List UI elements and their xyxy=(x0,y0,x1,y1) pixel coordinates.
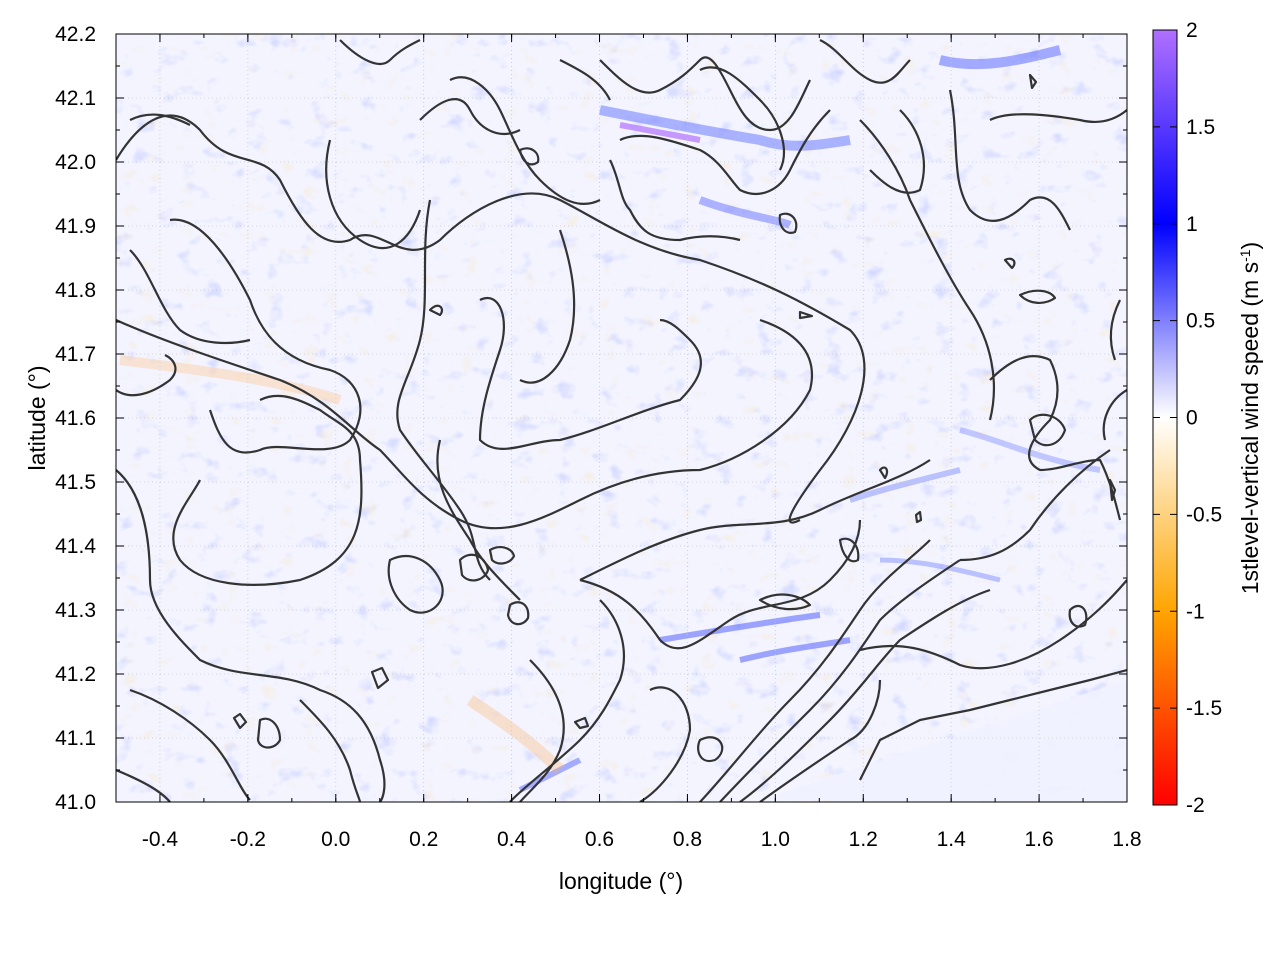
wind-field xyxy=(116,34,1127,802)
x-axis: -0.4 -0.2 0.0 0.2 0.4 0.6 0.8 1.0 1.2 1.4 1.6 1.8 xyxy=(115,34,1142,851)
y-tick-label: 41.2 xyxy=(55,663,96,686)
colorbar-tick-label: 0 xyxy=(1186,407,1198,430)
x-tick-label: 0.0 xyxy=(321,828,350,851)
y-tick-label: 41.6 xyxy=(55,407,96,430)
y-axis: 41.0 41.1 41.2 41.3 41.4 41.5 41.6 41.7 41.8 41.9… xyxy=(55,23,1127,814)
colorbar-tick-label: -0.5 xyxy=(1186,503,1222,526)
colorbar-tick-label: -1.5 xyxy=(1186,697,1222,720)
y-tick-label: 42.0 xyxy=(55,151,96,174)
colorbar: 2 1.5 1 0.5 0 -0.5 -1 -1.5 -2 1stlevel-vertical … xyxy=(1152,19,1263,817)
colorbar-tick-label: 1 xyxy=(1186,213,1198,236)
x-tick-label: -0.2 xyxy=(230,828,266,851)
x-tick-label: 1.2 xyxy=(849,828,878,851)
y-tick-label: 41.0 xyxy=(55,791,96,814)
terrain-contours xyxy=(116,39,1127,802)
colorbar-title: 1stlevel-vertical wind speed (m s-1) xyxy=(1237,242,1263,594)
x-tick-label: 0.2 xyxy=(409,828,438,851)
x-tick-label: 1.0 xyxy=(761,828,790,851)
y-tick-label: 41.1 xyxy=(55,727,96,750)
x-axis-title: longitude (°) xyxy=(559,868,683,894)
x-tick-label: -0.4 xyxy=(142,828,179,851)
x-tick-label: 1.4 xyxy=(937,828,967,851)
y-tick-label: 41.9 xyxy=(55,215,96,238)
colorbar-tick-label: -2 xyxy=(1186,794,1205,817)
x-tick-label: 1.6 xyxy=(1024,828,1053,851)
colorbar-tick-label: -1 xyxy=(1186,600,1205,623)
colorbar-tick-label: 2 xyxy=(1186,19,1198,42)
colorbar-tick-label: 1.5 xyxy=(1186,116,1215,139)
y-tick-label: 41.4 xyxy=(55,535,96,558)
x-tick-label: 0.8 xyxy=(673,828,702,851)
y-tick-label: 42.2 xyxy=(55,23,96,46)
y-axis-title: latitude (°) xyxy=(24,365,50,470)
y-tick-label: 41.5 xyxy=(55,471,96,494)
y-tick-label: 42.1 xyxy=(55,87,96,110)
x-tick-label: 0.6 xyxy=(585,828,614,851)
colorbar-tick-label: 0.5 xyxy=(1186,310,1215,333)
x-tick-label: 1.8 xyxy=(1112,828,1141,851)
colorbar-ticks: 2 1.5 1 0.5 0 -0.5 -1 -1.5 -2 xyxy=(1153,19,1222,817)
y-tick-label: 41.7 xyxy=(55,343,96,366)
y-tick-label: 41.8 xyxy=(55,279,96,302)
x-tick-label: 0.4 xyxy=(497,828,527,851)
y-tick-label: 41.3 xyxy=(55,599,96,622)
